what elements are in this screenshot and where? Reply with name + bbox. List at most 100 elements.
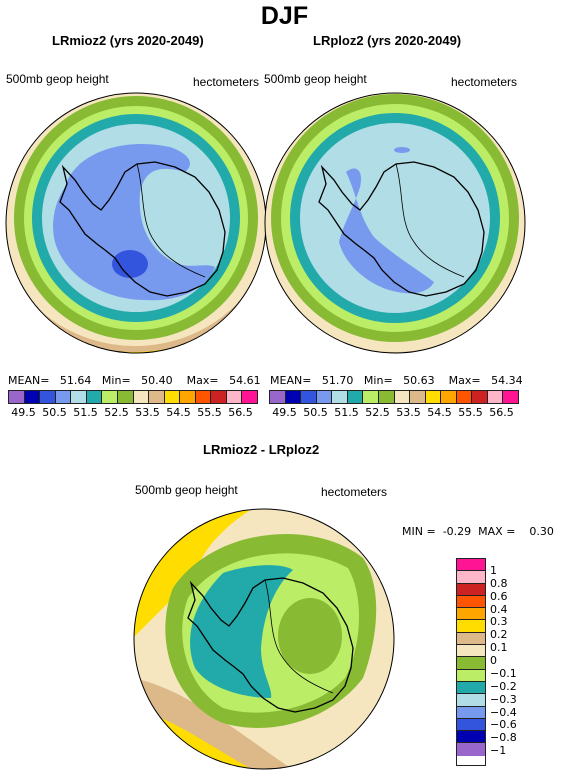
colorbar-swatch [472,391,488,403]
colorbar-swatch [456,391,473,403]
colorbar-swatch [301,391,317,403]
colorbar-tick-label: 51.5 [334,406,359,419]
diff-colorbar-swatch [457,743,485,756]
panel-2-units-label: hectometers [451,75,518,89]
colorbar-swatch [394,391,411,403]
diff-colorbar-label: 0.1 [490,641,508,655]
colorbar-tick-label: 53.5 [135,406,160,419]
diff-colorbar-swatch [457,559,485,572]
colorbar-swatch [285,391,302,403]
diff-colorbar-label: 0 [490,654,497,667]
colorbar-swatch [180,391,196,403]
diff-units-label: hectometers [321,485,388,499]
colorbar-swatch [24,391,41,403]
diff-colorbar-label: −0.2 [490,679,517,693]
diff-colorbar-label: 0.4 [490,602,508,616]
colorbar-tick-label: 54.5 [427,406,452,419]
diff-colorbar-label: 0.6 [490,589,508,603]
colorbar-tick-label: 55.5 [458,406,483,419]
colorbar-swatch [378,391,395,403]
colorbar-swatch [332,391,348,403]
panel-1-stats: MEAN= 51.64 Min= 50.40 Max= 54.61 [8,374,261,387]
panel-1-variable-label: 500mb geop height [6,72,109,86]
panel-2-colorbar [269,390,519,404]
colorbar-swatch [503,391,518,403]
diff-colorbar-swatch [457,632,485,646]
panel-1-units-label: hectometers [193,75,260,89]
panel-2-colorbar-ticks: 49.5 50.5 51.5 52.5 53.5 54.5 55.5 56.5 [269,406,517,420]
diff-colorbar-label: −0.3 [490,692,517,706]
diff-title: LRmioz2 - LRploz2 [203,442,320,457]
colorbar-swatch [133,391,150,403]
diff-colorbar-swatch [457,608,485,621]
diff-colorbar-swatch [457,657,485,670]
panel-1-colorbar-ticks: 49.5 50.5 51.5 52.5 53.5 54.5 55.5 56.5 [8,406,256,420]
colorbar-swatch [270,391,286,403]
colorbar-swatch [226,391,243,403]
diff-colorbar-label: −1 [490,744,507,758]
diff-colorbar-label: −0.1 [490,666,517,680]
diff-colorbar-swatch [457,645,485,658]
colorbar-tick-label: 52.5 [365,406,390,419]
diff-stats: MIN = -0.29 MAX = 0.30 [402,525,554,538]
diff-colorbar-swatch [457,718,485,732]
panel-2-variable-label: 500mb geop height [264,72,367,86]
diff-colorbar-swatch [457,706,485,719]
panel-2-title: LRploz2 (yrs 2020-2049) [313,33,462,48]
colorbar-swatch [410,391,426,403]
diff-polar-map [133,508,395,770]
diff-colorbar-label: 0.3 [490,615,508,629]
diff-colorbar-swatch [457,571,485,584]
colorbar-swatch [487,391,504,403]
colorbar-swatch [164,391,181,403]
colorbar-swatch [347,391,364,403]
diff-colorbar-swatch [457,681,485,695]
colorbar-swatch [86,391,103,403]
diff-colorbar-swatch [457,694,485,707]
diff-colorbar-label: −0.6 [490,718,517,732]
colorbar-tick-label: 49.5 [11,406,36,419]
diff-colorbar-swatch [457,620,485,633]
page-title: DJF [260,2,309,30]
panel-1-polar-map [5,92,267,354]
colorbar-tick-label: 56.5 [489,406,514,419]
colorbar-swatch [149,391,165,403]
diff-colorbar-label: 0.2 [490,628,508,642]
panel-1-title: LRmioz2 (yrs 2020-2049) [52,33,204,48]
panel-2-polar-map [264,92,526,354]
diff-colorbar-label: −0.8 [490,731,517,745]
panel-2-stats: MEAN= 51.70 Min= 50.63 Max= 54.34 [270,374,523,387]
colorbar-swatch [55,391,72,403]
colorbar-swatch [363,391,379,403]
diff-colorbar-label: 1 [490,563,497,577]
colorbar-swatch [242,391,257,403]
diff-colorbar-swatch [457,583,485,596]
colorbar-tick-label: 51.5 [73,406,98,419]
colorbar-swatch [425,391,442,403]
colorbar-swatch [441,391,457,403]
diff-colorbar-swatch [457,595,485,609]
panel-1-colorbar [8,390,258,404]
colorbar-swatch [316,391,333,403]
diff-colorbar [456,558,486,766]
colorbar-tick-label: 49.5 [272,406,297,419]
colorbar-swatch [211,391,227,403]
colorbar-tick-label: 52.5 [104,406,129,419]
colorbar-tick-label: 50.5 [303,406,328,419]
colorbar-tick-label: 53.5 [396,406,421,419]
colorbar-swatch [102,391,118,403]
diff-colorbar-label: 0.8 [490,576,508,590]
colorbar-swatch [117,391,134,403]
diff-variable-label: 500mb geop height [135,483,238,497]
colorbar-swatch [9,391,25,403]
colorbar-tick-label: 50.5 [42,406,67,419]
diff-colorbar-swatch [457,731,485,744]
colorbar-swatch [40,391,56,403]
colorbar-swatch [195,391,212,403]
colorbar-tick-label: 55.5 [197,406,222,419]
colorbar-swatch [71,391,87,403]
diff-colorbar-label: −0.4 [490,705,517,719]
diff-colorbar-swatch [457,669,485,682]
colorbar-tick-label: 56.5 [228,406,253,419]
colorbar-tick-label: 54.5 [166,406,191,419]
